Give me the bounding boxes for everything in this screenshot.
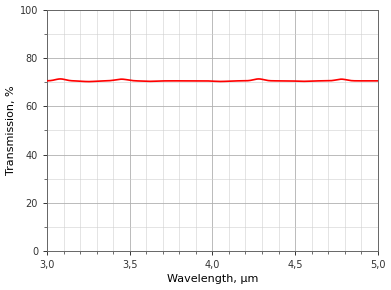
Y-axis label: Transmission, %: Transmission, % xyxy=(5,86,16,175)
X-axis label: Wavelength, μm: Wavelength, μm xyxy=(167,274,258,284)
